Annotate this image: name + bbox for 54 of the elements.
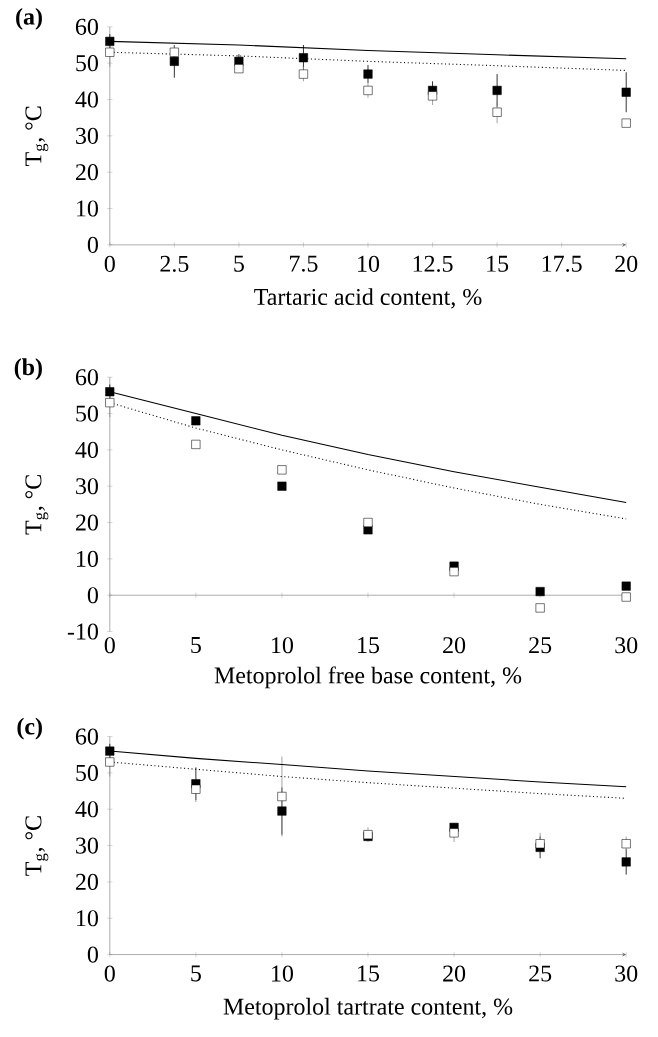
x-axis-title: Metoprolol free base content, % <box>214 666 522 689</box>
chart-title: (a) <box>16 7 43 30</box>
x-tick-label: 10 <box>272 965 294 982</box>
y-tick-label: 0 <box>87 946 99 963</box>
y-axis-title: T$_{g}$, °C <box>25 475 49 535</box>
x-tick-label: 15 <box>358 637 380 654</box>
x-tick-label: 0 <box>104 637 115 654</box>
y-axis-title: T$_{g}$, °C <box>25 816 49 876</box>
y-tick-label: 40 <box>75 801 99 818</box>
y-tick-label: 40 <box>75 441 99 458</box>
x-tick-label: 15 <box>358 965 380 982</box>
x-tick-label: 5 <box>191 637 202 654</box>
y-tick-label: 60 <box>76 728 99 745</box>
x-tick-label: 5 <box>234 255 245 272</box>
y-tick-label: 20 <box>76 164 99 181</box>
y-tick-label: 50 <box>76 405 99 422</box>
y-tick-label: 10 <box>77 550 99 567</box>
y-tick-label: 10 <box>77 200 99 217</box>
y-tick-label: 20 <box>76 514 99 531</box>
y-tick-label: 60 <box>76 18 99 35</box>
x-axis-title: Metoprolol tartrate content, % <box>223 997 513 1020</box>
x-tick-label: 2.5 <box>160 255 189 272</box>
y-tick-label: 60 <box>76 369 99 386</box>
x-tick-label: 30 <box>615 965 638 982</box>
chart-title: (b) <box>14 358 43 381</box>
y-tick-label: -10 <box>67 623 99 640</box>
x-tick-label: 5 <box>191 965 202 982</box>
y-tick-label: 40 <box>75 91 99 108</box>
x-tick-label: 30 <box>615 637 638 654</box>
x-tick-label: 20 <box>443 637 466 654</box>
x-tick-label: 12.5 <box>413 255 453 272</box>
y-tick-label: 30 <box>76 837 99 854</box>
y-tick-label: 30 <box>76 127 99 144</box>
x-tick-label: 10 <box>272 637 294 654</box>
x-tick-label: 0 <box>104 965 115 982</box>
y-tick-label: 20 <box>76 873 99 890</box>
x-tick-label: 0 <box>104 255 115 272</box>
x-tick-label: 25 <box>529 637 552 654</box>
x-axis-title: Tartaric acid content, % <box>254 288 482 309</box>
y-tick-label: 30 <box>76 478 99 495</box>
x-tick-label: 20 <box>615 255 638 272</box>
y-tick-label: 10 <box>77 910 99 927</box>
x-tick-label: 17.5 <box>542 255 582 272</box>
x-tick-label: 25 <box>529 965 552 982</box>
y-tick-label: 0 <box>87 587 99 604</box>
x-tick-label: 10 <box>358 255 380 272</box>
y-tick-label: 50 <box>76 55 99 72</box>
x-tick-label: 15 <box>487 255 509 272</box>
x-tick-label: 7.5 <box>290 255 318 272</box>
x-tick-label: 20 <box>443 965 466 982</box>
y-tick-label: 0 <box>87 236 99 253</box>
y-tick-label: 50 <box>76 764 99 781</box>
y-axis-title: T$_{g}$, °C <box>25 106 49 167</box>
chart-title: (c) <box>17 717 43 740</box>
